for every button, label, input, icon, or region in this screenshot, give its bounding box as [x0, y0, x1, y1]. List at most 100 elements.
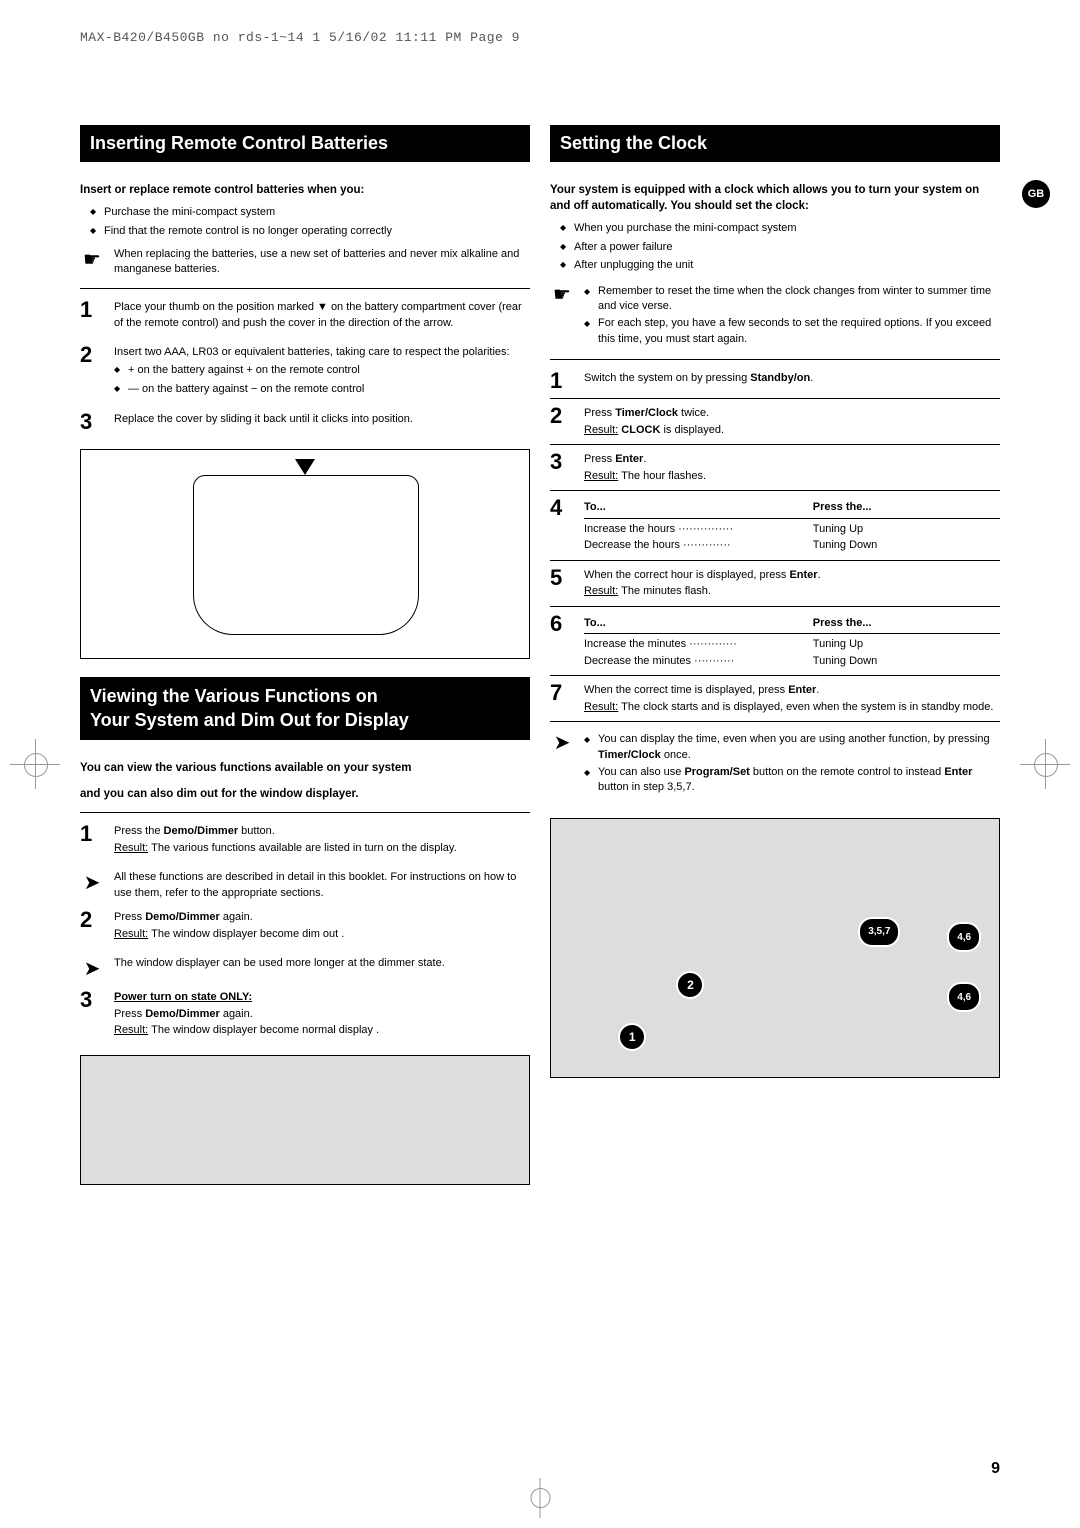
txt: .: [810, 372, 813, 384]
table-row: Increase the minutes ············· Tunin…: [584, 636, 1000, 653]
txt: The window displayer become normal displ…: [148, 1024, 379, 1036]
table-row: Decrease the minutes ··········· Tuning …: [584, 653, 1000, 670]
txt: Press: [114, 1008, 145, 1020]
step-text: To... Press the... Increase the hours ··…: [584, 497, 1000, 554]
clock-step-4: 4 To... Press the... Increase the hours …: [550, 497, 1000, 561]
step-text: Press Demo/Dimmer again. Result: The win…: [114, 909, 530, 942]
clock-step-7: 7 When the correct time is displayed, pr…: [550, 682, 1000, 722]
step-text: Switch the system on by pressing Standby…: [584, 370, 1000, 392]
step-3: 3 Replace the cover by sliding it back u…: [80, 411, 530, 439]
result-label: Result:: [114, 928, 148, 940]
txt: Tuning Down: [813, 537, 877, 554]
pointer-icon: ➤: [80, 956, 104, 981]
result-label: Result:: [114, 842, 148, 854]
step-text: Press the Demo/Dimmer button. Result: Th…: [114, 823, 530, 856]
intro-text: Your system is equipped with a clock whi…: [550, 182, 1000, 214]
end-note: ➤ You can display the time, even when yo…: [550, 730, 1000, 798]
txt: .: [643, 453, 646, 465]
step-text: Place your thumb on the position marked …: [114, 299, 530, 332]
callout-2: 2: [676, 971, 704, 999]
step-number: 3: [80, 989, 102, 1039]
registration-mark-bottom: [540, 1478, 541, 1518]
txt: Press: [584, 407, 615, 419]
bullet-item: Find that the remote control is no longe…: [90, 223, 530, 240]
sub-bullet: + on the battery against + on the remote…: [114, 362, 530, 379]
result-label: Result:: [114, 1024, 148, 1036]
bullet-item: After a power failure: [560, 239, 1000, 256]
section-title-clock: Setting the Clock: [550, 125, 1000, 162]
txt: again.: [220, 911, 253, 923]
step-text: Insert two AAA, LR03 or equivalent batte…: [114, 344, 530, 400]
txt: You can also use: [598, 766, 684, 778]
battery-cover-shape: [193, 475, 419, 635]
bullet-item: When you purchase the mini-compact syste…: [560, 220, 1000, 237]
txt: When the correct time is displayed, pres…: [584, 684, 788, 696]
txt: button in step 3,5,7.: [598, 781, 695, 793]
step-number: 2: [80, 344, 102, 400]
to-label: To...: [584, 499, 813, 516]
title-line2: Your System and Dim Out for Display: [90, 710, 409, 730]
step-number: 4: [550, 497, 572, 554]
step-number: 1: [80, 823, 102, 856]
step-text: To... Press the... Increase the minutes …: [584, 613, 1000, 670]
result-label: Result:: [584, 470, 618, 482]
txt: The hour flashes.: [618, 470, 706, 482]
txt-bold: Program/Set: [684, 766, 749, 778]
txt: Switch the system on by pressing: [584, 372, 750, 384]
txt: Press: [114, 911, 145, 923]
txt: button.: [238, 825, 275, 837]
txt-bold: Standby/on: [750, 372, 810, 384]
txt: button on the remote control to instead: [750, 766, 944, 778]
txt: Tuning Up: [813, 521, 863, 538]
hand-icon: ☛: [550, 282, 574, 307]
note-text: All these functions are described in det…: [114, 870, 530, 901]
txt: Tuning Down: [813, 653, 877, 670]
info-note: ➤ The window displayer can be used more …: [80, 956, 530, 981]
view-step-1: 1 Press the Demo/Dimmer button. Result: …: [80, 823, 530, 862]
result-label: Result:: [584, 701, 618, 713]
txt: The window displayer become dim out .: [148, 928, 344, 940]
callout-46: 4,6: [947, 922, 981, 952]
step-2: 2 Insert two AAA, LR03 or equivalent bat…: [80, 344, 530, 406]
txt: Press the: [114, 825, 164, 837]
note-text: You can display the time, even when you …: [584, 730, 1000, 798]
control-panel-illustration-large: 1 2 3,5,7 4,6 4,6: [550, 818, 1000, 1078]
hand-icon: ☛: [80, 247, 104, 272]
callout-46: 4,6: [947, 982, 981, 1012]
page-number: 9: [991, 1460, 1000, 1478]
txt-bold: CLOCK: [618, 424, 660, 436]
step-number: 2: [80, 909, 102, 942]
clock-step-2: 2 Press Timer/Clock twice. Result: CLOCK…: [550, 405, 1000, 445]
txt: The clock starts and is displayed, even …: [618, 701, 993, 713]
pointer-icon: ➤: [80, 870, 104, 895]
txt: Decrease the minutes: [584, 655, 691, 667]
section-title-batteries: Inserting Remote Control Batteries: [80, 125, 530, 162]
result-label: Result:: [584, 424, 618, 436]
step-number: 3: [80, 411, 102, 433]
note-text: The window displayer can be used more lo…: [114, 956, 445, 971]
note-text: Remember to reset the time when the cloc…: [584, 282, 1000, 350]
step-number: 2: [550, 405, 572, 438]
sub-bullet: — on the battery against − on the remote…: [114, 381, 530, 398]
txt: You can display the time, even when you …: [598, 733, 990, 745]
title-line1: Viewing the Various Functions on: [90, 686, 378, 706]
two-column-layout: Inserting Remote Control Batteries Inser…: [80, 125, 1000, 1185]
sub-bullet: Remember to reset the time when the cloc…: [584, 284, 1000, 315]
callout-1: 1: [618, 1023, 646, 1051]
arrow-down-icon: [295, 459, 315, 475]
step-text: Power turn on state ONLY: Press Demo/Dim…: [114, 989, 530, 1039]
divider: [80, 812, 530, 813]
step-number: 3: [550, 451, 572, 484]
txt-bold: Timer/Clock: [598, 749, 661, 761]
bullet-item: Purchase the mini-compact system: [90, 204, 530, 221]
divider: [550, 359, 1000, 360]
note-text: When replacing the batteries, use a new …: [114, 247, 530, 278]
bullet-item: After unplugging the unit: [560, 257, 1000, 274]
txt: Press: [584, 453, 615, 465]
txt-bold: Enter: [615, 453, 643, 465]
sub-heading: Power turn on state ONLY:: [114, 991, 252, 1003]
file-header: MAX-B420/B450GB no rds-1~14 1 5/16/02 11…: [80, 30, 1000, 45]
step-text: Press Enter. Result: The hour flashes.: [584, 451, 1000, 484]
callout-357: 3,5,7: [858, 917, 900, 947]
txt: Tuning Up: [813, 636, 863, 653]
